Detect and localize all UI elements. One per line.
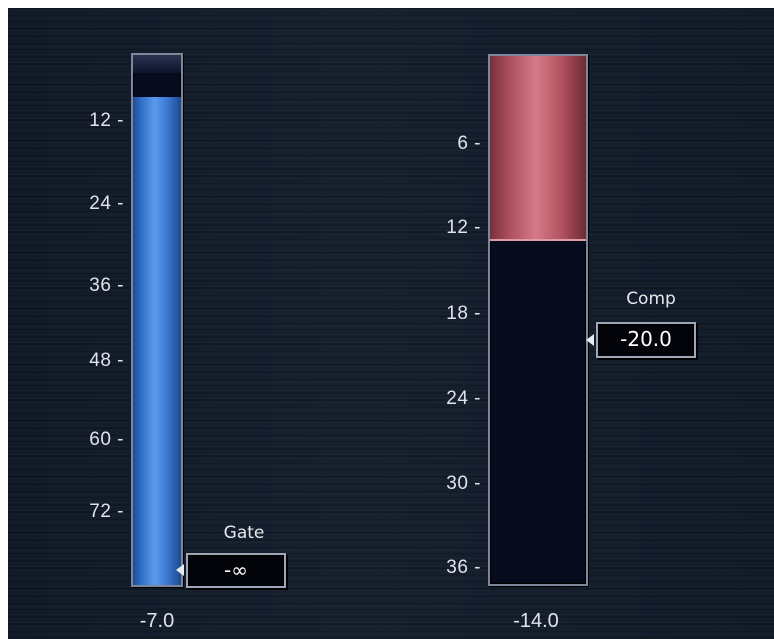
gate-scale-tick: 60 -: [89, 429, 124, 450]
comp-threshold-field[interactable]: -20.0: [596, 322, 696, 358]
comp-label: Comp: [626, 289, 676, 309]
comp-meter-fill: [490, 56, 586, 241]
gate-scale-tick: 36 -: [89, 275, 124, 296]
comp-scale-tick: 30 -: [446, 473, 481, 494]
gate-meter-headroom: [133, 55, 181, 73]
gate-level-meter: [131, 53, 183, 587]
gate-threshold-field[interactable]: -∞: [186, 553, 286, 588]
gate-label: Gate: [223, 523, 265, 543]
gate-meter-readout: -7.0: [139, 610, 175, 632]
comp-scale-tick: 12 -: [446, 217, 481, 238]
comp-scale-tick: 24 -: [446, 388, 481, 409]
gate-scale-tick: 12 -: [89, 110, 124, 131]
comp-scale-tick: 18 -: [446, 303, 481, 324]
comp-threshold-pointer-icon[interactable]: [586, 334, 594, 346]
gate-scale-tick: 72 -: [89, 501, 124, 522]
gate-meter-fill: [133, 97, 181, 585]
comp-scale-tick: 6 -: [457, 133, 481, 154]
gate-scale-tick: 48 -: [89, 350, 124, 371]
comp-meter-readout: -14.0: [513, 610, 559, 632]
dynamics-panel: 12 - 24 - 36 - 48 - 60 - 72 - Gate -∞ -7…: [8, 8, 774, 639]
comp-scale-tick: 36 -: [446, 557, 481, 578]
comp-gain-reduction-meter: [488, 54, 588, 586]
gate-threshold-pointer-icon[interactable]: [176, 564, 184, 576]
gate-scale-tick: 24 -: [89, 193, 124, 214]
